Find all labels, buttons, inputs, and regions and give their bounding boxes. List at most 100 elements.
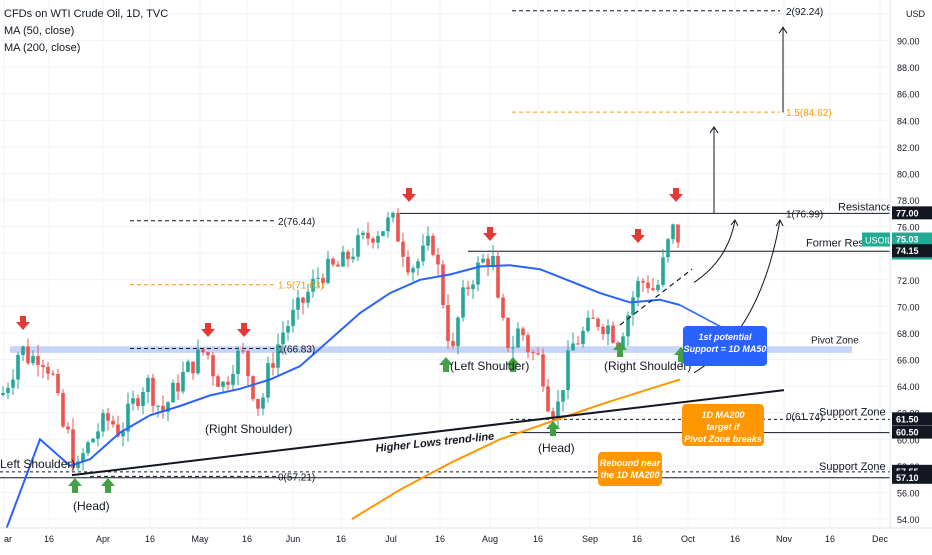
candle-up [456,317,460,346]
candle-up [126,403,130,432]
right-shoulder-trendline [619,268,693,326]
red-down-arrow-icon [16,316,30,330]
fib-2-top-label: 2(92.24) [786,7,823,18]
price-tick-label: 82.00 [897,143,920,153]
price-label-box [892,244,932,258]
price-label-box [892,232,932,246]
candle-down [521,328,525,336]
time-axis[interactable]: ar 16 Apr 16 May 16 Jun 16 Jul 16 Aug 16 Sep 16 Oct 16 N… [0,527,932,550]
candle-down [466,287,470,290]
price-label-text: 75.03 [896,235,919,245]
candle-up [261,397,265,409]
green-up-arrow-icon [439,357,453,372]
candle-down [371,238,375,243]
candle-down [676,224,680,243]
candle-down [161,405,165,412]
candle-up [306,291,310,303]
candle-up [326,258,330,283]
candle-down [46,366,50,374]
price-label-box [892,470,932,484]
annotation-labels: Resistance Former Resist Pivot Zone Support… [0,7,895,513]
candle-up [586,317,590,331]
candle-up [636,280,640,298]
candle-down [251,376,255,400]
candle-down [256,399,260,409]
head-1-label: (Head) [73,499,110,513]
callout-rebound-text: the 1D MA200 [600,470,659,480]
legend-title[interactable]: CFDs on WTI Crude Oil, 1D, TVC [4,8,169,20]
fib-1-top-label: 1(76.99) [786,209,823,220]
callout-target-text: Pivot Zone breaks [684,434,762,444]
candle-down [216,376,220,387]
price-label-box [892,412,932,426]
candle-down [51,373,55,375]
price-label-text: 74.15 [896,246,919,256]
fib-2-low-label: 2(76.44) [278,217,315,228]
higher-lows-trendline [71,389,785,477]
candle-up [356,235,360,257]
candle-down [651,288,655,291]
candle-up [516,328,520,348]
price-tick-label: 56.00 [897,488,920,498]
red-down-arrow-icon [483,227,497,241]
fib-1-low-label: 1(66.83) [278,344,315,355]
price-tick-label: 78.00 [897,196,920,206]
candles [1,208,680,471]
candle-down [531,352,535,354]
candle-down [431,235,435,255]
price-label-box [892,206,932,220]
callout-target-text: target if [706,422,740,432]
fib-15-low-label: 1.5(71.63) [278,281,324,292]
candle-up [426,235,430,246]
moving-averages [0,264,681,546]
candle-up [376,235,380,243]
price-axis[interactable]: USD 90.00 88.00 86.00 84.00 82.00 80.00 78.00 76… [862,0,932,528]
price-tick-label: 84.00 [897,116,920,126]
candle-down [206,352,210,356]
legend-ma200[interactable]: MA (200, close) [4,42,81,54]
price-axis-background [890,0,932,528]
candle-down [541,354,545,387]
candle-up [561,390,565,402]
candle-down [71,429,75,468]
time-tick-label: 16 [145,534,155,544]
price-tick-label: 68.00 [897,329,920,339]
candle-down [451,341,455,346]
price-tick-label: 54.00 [897,515,920,525]
price-tick-label: 80.00 [897,169,920,179]
candle-up [231,373,235,385]
candle-up [76,461,80,468]
candle-down [336,264,340,267]
price-tick-label: 64.00 [897,382,920,392]
candle-down [116,424,120,437]
candle-down [396,212,400,242]
candle-up [236,350,240,374]
candle-down [321,277,325,283]
candle-down [536,353,540,355]
callout-target-text: 1D MA200 [701,410,744,420]
candle-up [471,284,475,290]
candle-up [341,251,345,267]
symbol-tag-text: USOIL [865,236,892,246]
candle-up [91,438,95,443]
candle-down [136,398,140,407]
time-tick-label: Oct [681,534,696,544]
candle-down [61,393,65,427]
candle-down [646,282,650,289]
red-down-arrow-icon [201,323,215,337]
candle-down [301,297,305,303]
legend-ma50[interactable]: MA (50, close) [4,25,75,37]
candle-up [21,346,25,356]
time-tick-label: May [191,534,209,544]
candle-up [421,245,425,262]
candle-up [186,361,190,372]
price-tick-label: 72.00 [897,276,920,286]
candle-up [556,401,560,420]
time-tick-label: 16 [336,534,346,544]
red-down-arrow-icon [237,323,251,337]
time-tick-label: Nov [776,534,793,544]
former-resistance-label: Former Resist [806,238,875,250]
candle-up [351,256,355,260]
